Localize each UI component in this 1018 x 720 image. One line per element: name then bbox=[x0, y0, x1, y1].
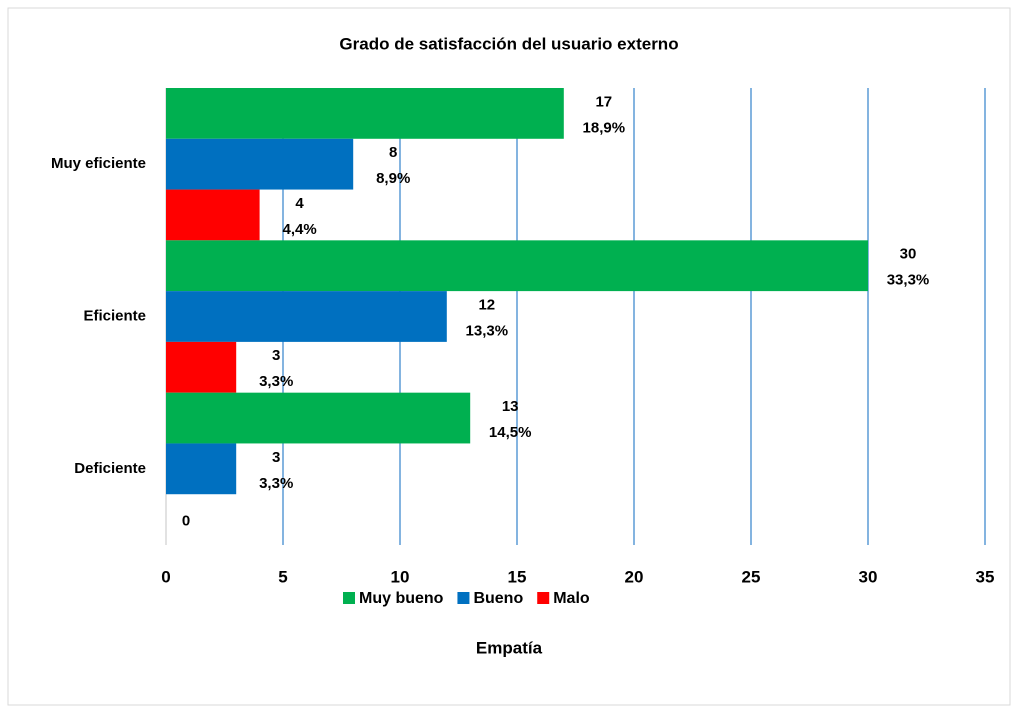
x-tick-label: 5 bbox=[278, 567, 287, 586]
data-label: 8 bbox=[389, 144, 397, 161]
data-label: 4 bbox=[295, 195, 304, 212]
y-tick-label: Muy eficiente bbox=[51, 155, 146, 172]
bar bbox=[166, 189, 260, 241]
x-tick-label: 0 bbox=[161, 567, 170, 586]
data-label: 0 bbox=[182, 513, 190, 530]
legend-swatch bbox=[457, 592, 470, 604]
bar bbox=[166, 291, 447, 342]
chart-title: Grado de satisfacción del usuario extern… bbox=[339, 34, 678, 53]
x-tick-label: 30 bbox=[859, 567, 878, 586]
x-tick-label: 25 bbox=[742, 567, 761, 586]
percent-label: 4,4% bbox=[282, 221, 316, 238]
bar bbox=[166, 341, 237, 393]
percent-label: 8,9% bbox=[376, 170, 410, 187]
data-label: 17 bbox=[595, 93, 612, 110]
y-tick-label: Eficiente bbox=[83, 307, 146, 324]
data-label: 13 bbox=[502, 398, 519, 415]
x-tick-label: 15 bbox=[508, 567, 527, 586]
data-label: 12 bbox=[478, 296, 495, 313]
legend-label: Bueno bbox=[473, 590, 523, 607]
x-tick-label: 35 bbox=[976, 567, 995, 586]
y-tick-label: Deficiente bbox=[74, 460, 146, 477]
percent-label: 13,3% bbox=[466, 322, 509, 339]
bar bbox=[166, 443, 237, 495]
bar bbox=[166, 138, 354, 190]
percent-label: 3,3% bbox=[259, 475, 293, 492]
bar bbox=[166, 392, 471, 444]
percent-label: 3,3% bbox=[259, 373, 293, 390]
percent-label: 14,5% bbox=[489, 424, 532, 441]
legend-swatch bbox=[537, 592, 550, 604]
legend-label: Malo bbox=[553, 590, 590, 607]
bar bbox=[166, 240, 868, 292]
x-tick-label: 20 bbox=[625, 567, 644, 586]
data-label: 3 bbox=[272, 449, 280, 466]
x-tick-label: 10 bbox=[391, 567, 410, 586]
data-label: 30 bbox=[900, 246, 917, 263]
percent-label: 18,9% bbox=[583, 119, 626, 136]
legend-swatch bbox=[343, 592, 355, 604]
x-axis-title: Empatía bbox=[476, 638, 543, 657]
percent-label: 33,3% bbox=[887, 272, 930, 289]
data-label: 3 bbox=[272, 347, 280, 364]
bar bbox=[166, 88, 564, 139]
legend-label: Muy bueno bbox=[359, 590, 444, 607]
